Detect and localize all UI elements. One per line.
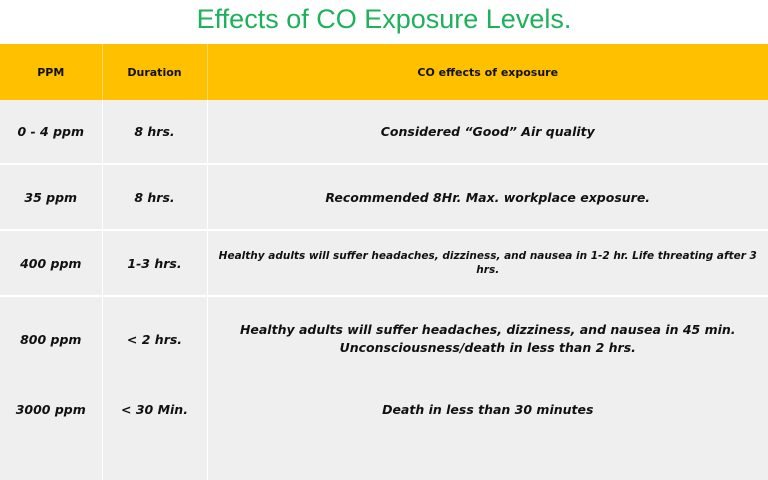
cell-duration: 1-3 hrs. <box>102 229 208 296</box>
cell-effect: Healthy adults will suffer headaches, di… <box>207 295 768 381</box>
cell-duration: 8 hrs. <box>102 163 208 230</box>
cell-duration: 8 hrs. <box>102 100 208 164</box>
cell-effect: Healthy adults will suffer headaches, di… <box>207 229 768 296</box>
co-exposure-table: PPM Duration CO effects of exposure 0 - … <box>0 44 768 480</box>
table-row: 800 ppm < 2 hrs. Healthy adults will suf… <box>0 295 768 381</box>
page-title: Effects of CO Exposure Levels. <box>196 4 572 34</box>
header-duration: Duration <box>102 44 208 100</box>
table-row: 400 ppm 1-3 hrs. Healthy adults will suf… <box>0 229 768 296</box>
cell-ppm: 35 ppm <box>0 163 103 230</box>
header-effects: CO effects of exposure <box>207 44 768 100</box>
cell-effect: Death in less than 30 minutes <box>207 381 768 480</box>
effect-line-2: Unconsciousness/death in less than 2 hrs… <box>339 340 636 355</box>
effect-line-1: Healthy adults will suffer headaches, di… <box>239 322 736 337</box>
cell-effect: Recommended 8Hr. Max. workplace exposure… <box>207 163 768 230</box>
header-ppm: PPM <box>0 44 103 100</box>
cell-duration: < 30 Min. <box>102 381 208 480</box>
cell-ppm: 800 ppm <box>0 295 103 381</box>
cell-duration: < 2 hrs. <box>102 295 208 381</box>
cell-ppm: 400 ppm <box>0 229 103 296</box>
cell-ppm: 3000 ppm <box>0 381 103 480</box>
table-row: 35 ppm 8 hrs. Recommended 8Hr. Max. work… <box>0 163 768 230</box>
table-row: 3000 ppm < 30 Min. Death in less than 30… <box>0 381 768 480</box>
cell-ppm: 0 - 4 ppm <box>0 100 103 164</box>
table-header-row: PPM Duration CO effects of exposure <box>0 44 768 100</box>
table-row: 0 - 4 ppm 8 hrs. Considered “Good” Air q… <box>0 100 768 164</box>
cell-effect: Considered “Good” Air quality <box>207 100 768 164</box>
